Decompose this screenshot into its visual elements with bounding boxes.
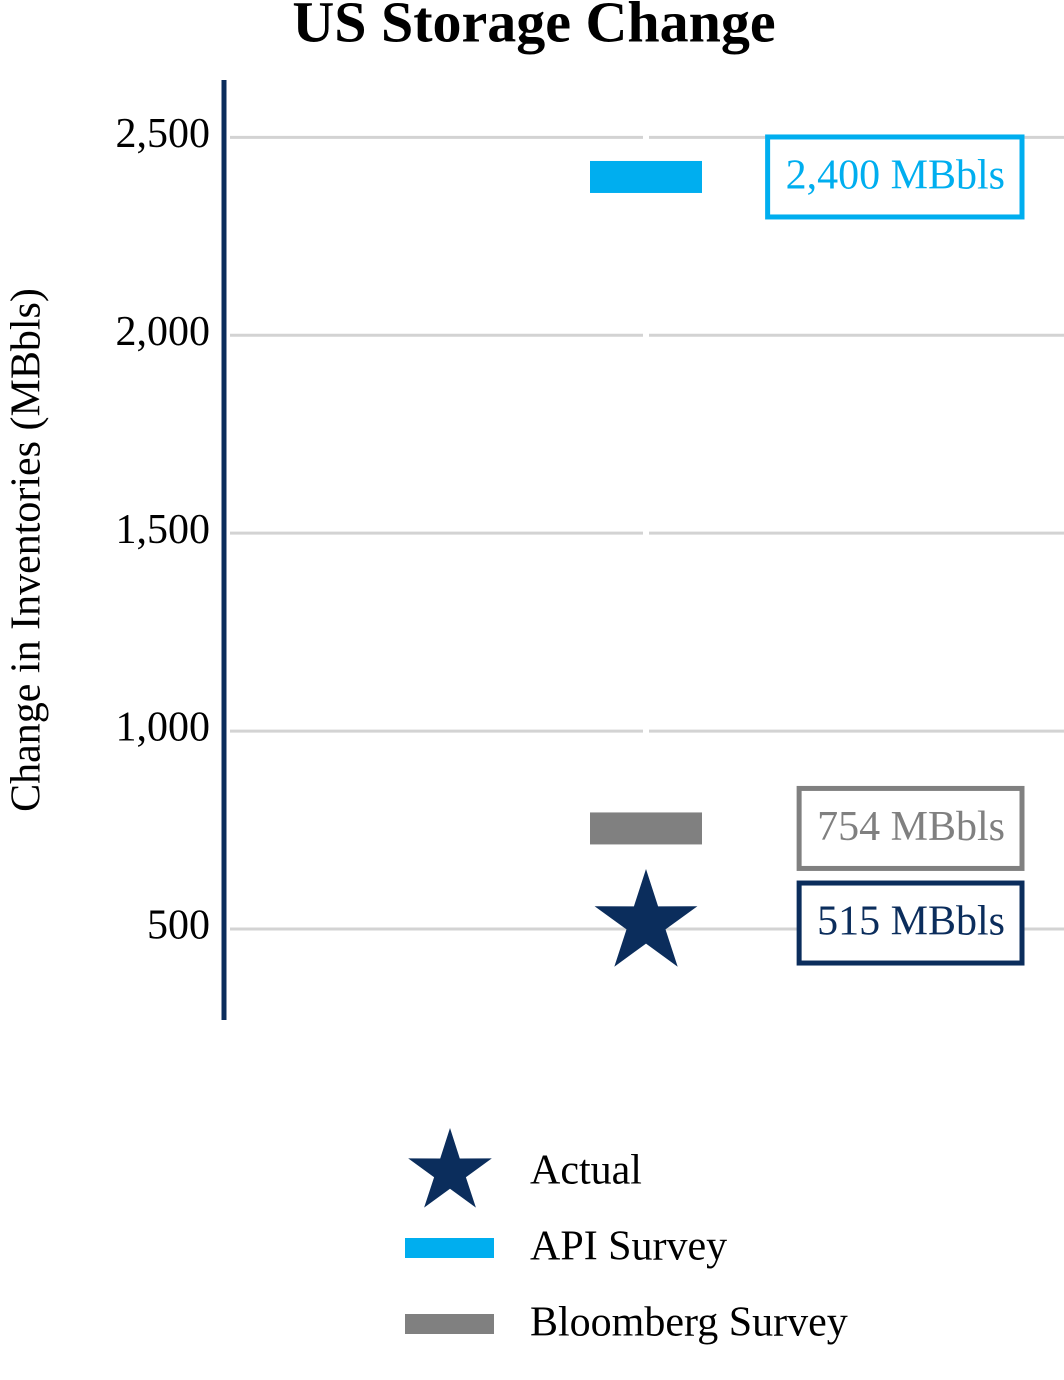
- y-tick-label: 2,500: [116, 111, 211, 157]
- star-marker: [594, 869, 698, 967]
- legend-marker: [405, 1314, 494, 1334]
- bar-marker: [590, 160, 702, 193]
- legend-label: Actual: [530, 1148, 642, 1194]
- legend-label: API Survey: [530, 1224, 727, 1270]
- y-tick-label: 1,500: [116, 507, 211, 553]
- value-label-box: [796, 880, 1025, 966]
- value-label-box: [765, 134, 1025, 220]
- legend-label: Bloomberg Survey: [530, 1300, 848, 1346]
- y-tick-label: 1,000: [116, 705, 211, 751]
- value-label: 754 MBbls: [817, 804, 1005, 850]
- legend-marker: [405, 1238, 494, 1258]
- y-axis-label: Change in Inventories (MBbls): [4, 288, 50, 812]
- y-tick-label: 2,000: [116, 309, 211, 355]
- value-label: 515 MBbls: [817, 899, 1005, 945]
- legend-marker: [408, 1128, 492, 1208]
- bar-marker: [590, 812, 702, 845]
- chart-title: US Storage Change: [292, 0, 775, 54]
- value-label-box: [796, 785, 1025, 871]
- y-tick-label: 500: [147, 903, 210, 949]
- value-label: 2,400 MBbls: [786, 153, 1005, 199]
